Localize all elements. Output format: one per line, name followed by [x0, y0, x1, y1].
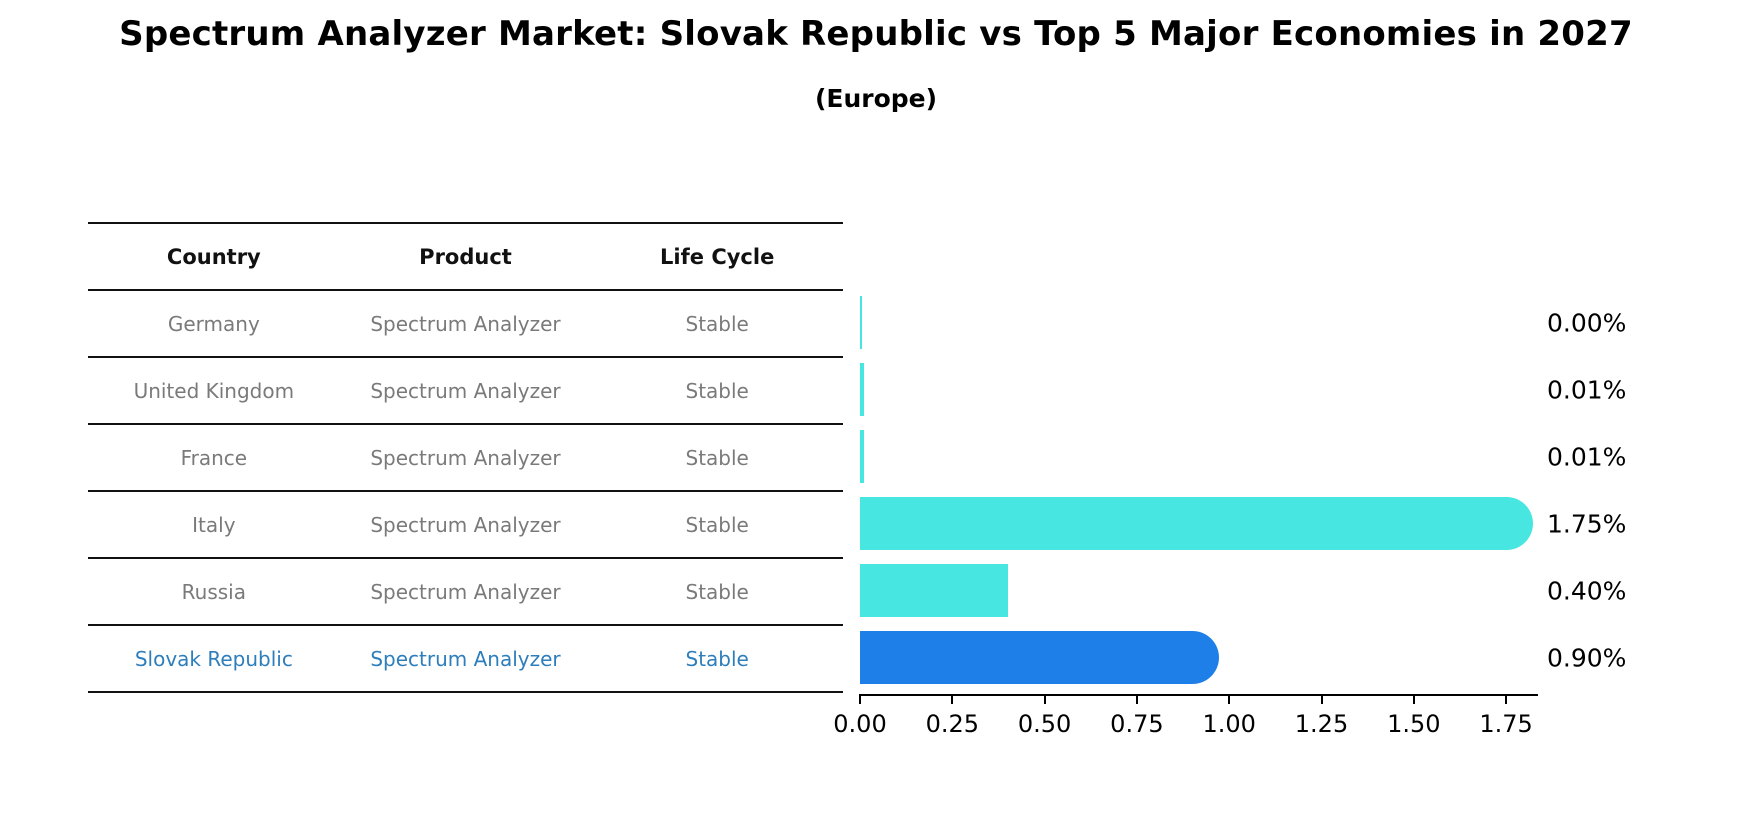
cell-lifecycle: Stable	[685, 579, 749, 604]
cell-product: Spectrum Analyzer	[370, 579, 561, 604]
value-label: 0.01%	[1547, 375, 1627, 404]
column-header-country: Country	[166, 244, 261, 269]
table-row: France Spectrum Analyzer Stable	[88, 423, 843, 490]
value-label: 0.40%	[1547, 576, 1627, 605]
x-tick-label: 0.00	[833, 710, 887, 738]
cell-lifecycle: Stable	[685, 311, 749, 336]
value-label: 1.75%	[1547, 509, 1627, 538]
x-tick-mark	[859, 694, 861, 704]
x-tick-mark	[1505, 694, 1508, 704]
cell-country: Italy	[192, 512, 236, 537]
bar-france	[860, 430, 864, 483]
bar-united-kingdom	[860, 363, 864, 416]
bar-slovak-republic	[860, 631, 1220, 684]
cell-product: Spectrum Analyzer	[370, 512, 561, 537]
table-row: United Kingdom Spectrum Analyzer Stable	[88, 356, 843, 423]
table-row: Italy Spectrum Analyzer Stable	[88, 490, 843, 557]
x-tick-mark	[951, 694, 954, 704]
x-tick-label: 0.75	[1110, 710, 1164, 738]
value-label: 0.01%	[1547, 442, 1627, 471]
table-row: Slovak Republic Spectrum Analyzer Stable	[88, 624, 843, 691]
x-tick-label: 1.75	[1479, 710, 1533, 738]
bar-russia	[860, 564, 1008, 617]
country-table: Country Product Life Cycle Germany Spectr…	[88, 222, 843, 693]
x-tick-label: 1.25	[1294, 710, 1349, 738]
x-tick-mark	[1320, 694, 1323, 704]
cell-country: Russia	[181, 579, 246, 604]
x-tick-label: 1.00	[1202, 710, 1256, 738]
column-header-lifecycle: Life Cycle	[660, 244, 775, 269]
cell-product: Spectrum Analyzer	[370, 311, 561, 336]
cell-lifecycle: Stable	[685, 378, 749, 403]
cell-country: France	[180, 445, 248, 470]
x-tick-mark	[1228, 694, 1231, 704]
x-tick-mark	[1043, 694, 1046, 704]
value-label: 0.90%	[1547, 643, 1627, 672]
table-body: Germany Spectrum Analyzer Stable United Kin…	[88, 289, 843, 691]
x-axis-line	[860, 694, 1538, 696]
table-row: Russia Spectrum Analyzer Stable	[88, 557, 843, 624]
x-tick-mark	[1412, 694, 1415, 704]
cell-lifecycle: Stable	[685, 512, 749, 537]
x-tick-label: 1.50	[1387, 710, 1441, 738]
cell-product: Spectrum Analyzer	[370, 646, 561, 671]
table-row: Germany Spectrum Analyzer Stable	[88, 289, 843, 356]
x-tick-label: 0.50	[1017, 710, 1072, 738]
x-tick-label: 0.25	[925, 710, 980, 738]
cell-product: Spectrum Analyzer	[370, 378, 561, 403]
x-tick-mark	[1135, 694, 1138, 704]
cell-country: Slovak Republic	[134, 646, 293, 671]
cell-country: United Kingdom	[133, 378, 295, 403]
cell-lifecycle: Stable	[685, 445, 749, 470]
table-header-row: Country Product Life Cycle	[88, 222, 843, 289]
cell-lifecycle: Stable	[685, 646, 749, 671]
value-label: 0.00%	[1547, 308, 1627, 337]
bar-italy	[860, 497, 1534, 550]
chart-subtitle: (Europe)	[814, 84, 938, 113]
chart-title: Spectrum Analyzer Market: Slovak Republi…	[119, 14, 1633, 54]
cell-product: Spectrum Analyzer	[370, 445, 561, 470]
bar-germany	[860, 296, 862, 349]
column-header-product: Product	[419, 244, 512, 269]
cell-country: Germany	[167, 311, 260, 336]
